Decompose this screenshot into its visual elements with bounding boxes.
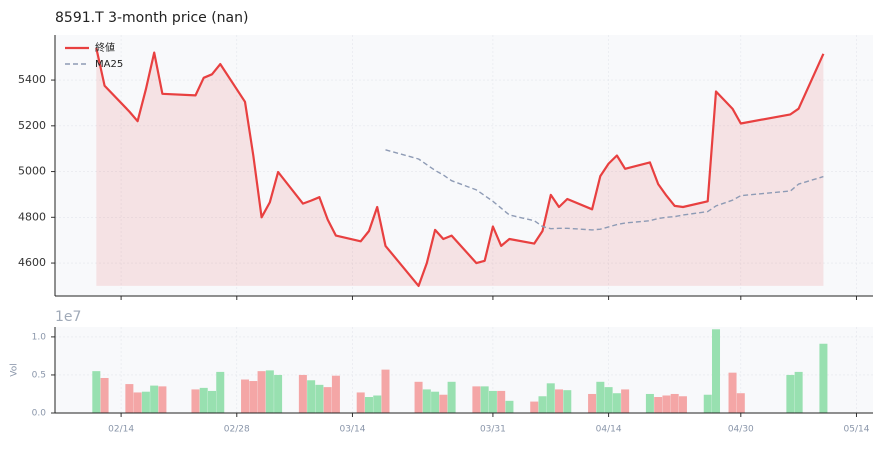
volume-bar xyxy=(158,386,167,413)
volume-bar xyxy=(191,389,200,413)
volume-bar xyxy=(480,386,489,413)
volume-bar xyxy=(794,371,803,413)
volume-bar xyxy=(736,393,745,413)
volume-bar xyxy=(100,377,109,413)
y-tick-label: 0.5 xyxy=(32,370,46,380)
volume-bar xyxy=(381,369,390,413)
x-tick-label: 02/14 xyxy=(108,425,134,435)
volume-bar xyxy=(786,374,795,413)
volume-bar xyxy=(356,392,365,413)
volume-bar xyxy=(488,390,497,413)
volume-bar xyxy=(241,379,250,413)
legend-label: MA25 xyxy=(95,59,123,70)
volume-bar xyxy=(439,394,448,413)
volume-bar xyxy=(819,343,828,413)
y-tick-label: 0.0 xyxy=(32,409,47,419)
volume-bar xyxy=(92,371,101,413)
volume-bar xyxy=(216,371,225,413)
legend-label: 終値 xyxy=(95,41,115,54)
y-tick-label: 5400 xyxy=(18,73,46,86)
volume-bar xyxy=(331,375,340,413)
volume-bar xyxy=(207,390,216,413)
price-area xyxy=(96,48,824,286)
volume-bar xyxy=(249,381,258,413)
volume-background xyxy=(55,327,873,413)
volume-bar xyxy=(373,395,382,413)
volume-bar xyxy=(150,385,159,413)
y-tick-label: 1.0 xyxy=(32,332,47,342)
volume-bar xyxy=(431,391,440,413)
volume-bar xyxy=(307,380,316,413)
x-tick-label: 04/30 xyxy=(728,425,754,435)
series-line xyxy=(95,47,825,287)
volume-bar xyxy=(274,374,283,413)
y-tick-label: 5000 xyxy=(18,165,46,178)
volume-bar xyxy=(588,393,597,413)
volume-bar xyxy=(414,381,423,413)
volume-bar xyxy=(621,389,630,413)
volume-bar xyxy=(596,381,605,413)
volume-bar xyxy=(546,383,555,413)
volume-bar xyxy=(538,396,547,413)
x-tick-label: 03/14 xyxy=(339,425,365,435)
volume-bar xyxy=(199,387,208,413)
y-tick-label: 4600 xyxy=(18,256,46,269)
volume-bar xyxy=(712,329,721,413)
series-line xyxy=(385,149,824,231)
x-tick-label: 04/14 xyxy=(596,425,622,435)
volume-bar xyxy=(265,370,274,413)
volume-bar xyxy=(315,384,324,413)
chart-title: 8591.T 3-month price (nan) xyxy=(55,10,248,26)
volume-bar xyxy=(497,390,506,413)
volume-bar xyxy=(125,384,134,413)
y-tick-label: 4800 xyxy=(18,210,46,223)
volume-bar xyxy=(678,396,687,413)
y-tick-label: 5200 xyxy=(18,119,46,132)
volume-bar xyxy=(472,386,481,413)
volume-bar xyxy=(323,387,332,413)
volume-bar xyxy=(530,401,539,413)
volume-bar xyxy=(141,391,150,413)
volume-bar xyxy=(422,389,431,413)
plot-background xyxy=(55,35,873,296)
volume-bar xyxy=(555,389,564,413)
offset-label: 1e7 xyxy=(55,309,81,325)
volume-bar xyxy=(654,397,663,413)
y-axis-label: Vol xyxy=(10,363,20,376)
volume-bar xyxy=(645,393,654,413)
volume-bar xyxy=(662,395,671,413)
volume-bar xyxy=(703,394,712,413)
x-tick-label: 05/14 xyxy=(844,425,870,435)
volume-bar xyxy=(257,371,266,413)
volume-bar xyxy=(447,381,456,413)
x-tick-label: 02/28 xyxy=(224,425,250,435)
volume-bar xyxy=(563,390,572,413)
volume-bar xyxy=(670,393,679,413)
volume-bar xyxy=(298,374,307,413)
volume-bar xyxy=(364,397,373,413)
volume-bar xyxy=(604,387,613,413)
x-tick-label: 03/31 xyxy=(480,425,506,435)
volume-bar xyxy=(505,400,514,413)
volume-bar xyxy=(612,393,621,413)
volume-bar xyxy=(728,372,737,413)
volume-bar xyxy=(133,392,142,413)
